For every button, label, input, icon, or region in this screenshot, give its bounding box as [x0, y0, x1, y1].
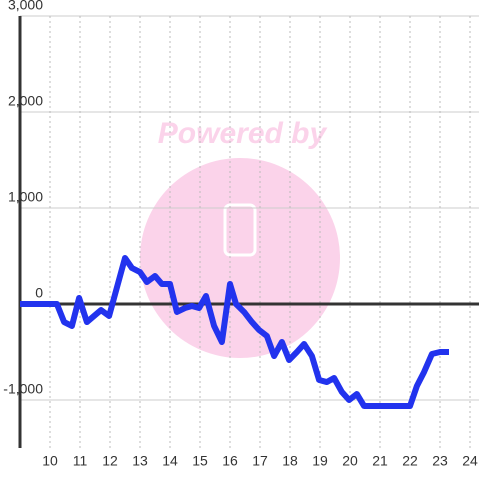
x-tick-label: 24 — [462, 453, 478, 469]
x-tick-label: 23 — [432, 453, 448, 469]
x-tick-label: 16 — [222, 453, 238, 469]
data-line — [20, 255, 449, 410]
y-tick-label: 2,000 — [8, 93, 43, 109]
y-tick-label: 3,000 — [8, 0, 43, 13]
x-tick-label: 20 — [342, 453, 358, 469]
y-tick-label: -1,000 — [3, 381, 43, 397]
x-tick-label: 19 — [312, 453, 328, 469]
x-tick-label: 21 — [372, 453, 388, 469]
watermark-icon — [223, 203, 257, 257]
x-tick-label: 18 — [282, 453, 298, 469]
x-tick-label: 17 — [252, 453, 268, 469]
x-tick-label: 22 — [402, 453, 418, 469]
x-tick-label: 12 — [102, 453, 118, 469]
watermark: Powered by — [158, 117, 328, 150]
x-tick-label: 11 — [73, 453, 88, 469]
x-tick-label: 15 — [192, 453, 208, 469]
x-tick-label: 10 — [42, 453, 58, 469]
y-tick-label: 0 — [35, 285, 43, 301]
x-tick-label: 14 — [162, 453, 178, 469]
x-tick-label: 13 — [132, 453, 148, 469]
y-tick-label: 1,000 — [8, 189, 43, 205]
